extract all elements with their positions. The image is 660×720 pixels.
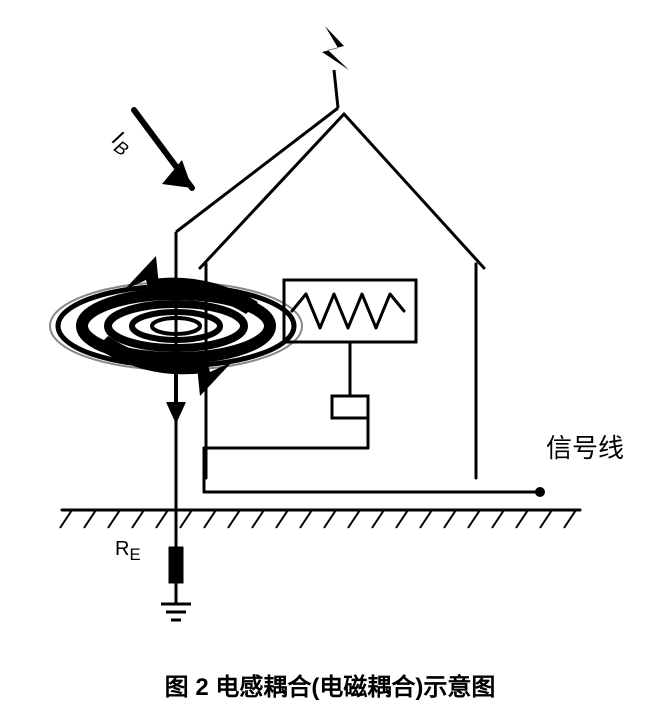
- label-signal-line: 信号线: [546, 428, 624, 465]
- diagram-stage: IB RE 信号线 图 2 电感耦合(电磁耦合)示意图: [0, 0, 660, 720]
- label-re: RE: [115, 538, 141, 565]
- label-re-text: R: [115, 538, 129, 560]
- diagram-svg: [0, 0, 660, 720]
- figure-caption: 图 2 电感耦合(电磁耦合)示意图: [0, 667, 660, 702]
- label-re-sub: E: [129, 545, 140, 564]
